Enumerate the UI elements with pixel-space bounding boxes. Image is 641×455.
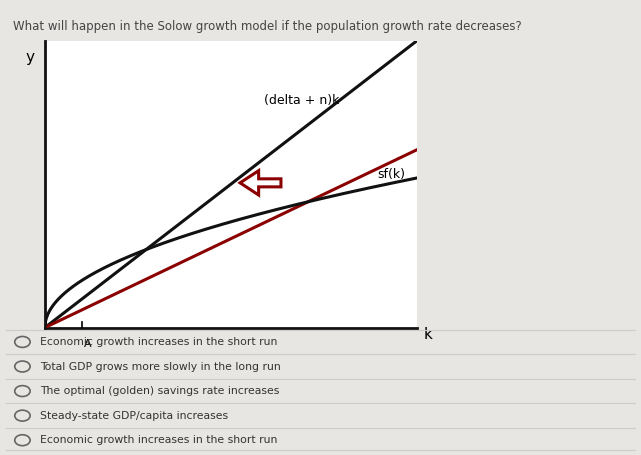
Text: k: k xyxy=(424,327,433,342)
Text: Economic growth increases in the short run: Economic growth increases in the short r… xyxy=(40,337,277,347)
Text: Steady-state GDP/capita increases: Steady-state GDP/capita increases xyxy=(40,411,228,420)
Text: The optimal (golden) savings rate increases: The optimal (golden) savings rate increa… xyxy=(40,386,279,396)
Text: sf(k): sf(k) xyxy=(378,167,406,181)
Text: y: y xyxy=(26,50,35,65)
Text: (delta + n)k: (delta + n)k xyxy=(263,94,339,107)
Text: A: A xyxy=(84,339,92,349)
Text: What will happen in the Solow growth model if the population growth rate decreas: What will happen in the Solow growth mod… xyxy=(13,20,522,34)
Text: Economic growth increases in the short run: Economic growth increases in the short r… xyxy=(40,435,277,445)
Text: Total GDP grows more slowly in the long run: Total GDP grows more slowly in the long … xyxy=(40,362,281,371)
